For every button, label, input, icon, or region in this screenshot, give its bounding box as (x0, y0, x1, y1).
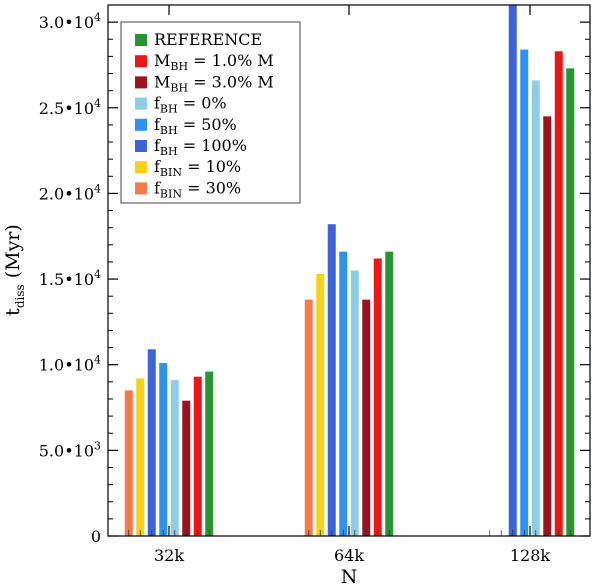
legend-label: fBH = 100% (154, 136, 247, 158)
bar (385, 251, 394, 536)
bar (566, 68, 575, 537)
legend-label: fBIN = 30% (154, 178, 241, 200)
bar (182, 400, 191, 536)
bar (362, 299, 371, 536)
y-tick-label: 2.0•104 (39, 182, 101, 203)
x-tick-label: 64k (334, 546, 364, 565)
legend-label: MBH = 3.0% M (154, 72, 274, 94)
legend-label: fBH = 50% (154, 115, 237, 137)
legend-item: fBIN = 30% (135, 178, 241, 200)
legend-swatch (135, 76, 147, 89)
legend-swatch (135, 118, 147, 131)
bar (124, 390, 133, 536)
bar (136, 378, 145, 536)
y-tick-label: 0 (91, 527, 101, 546)
series-1 (136, 273, 502, 536)
bar (508, 5, 517, 536)
x-tick-label: 128k (510, 546, 551, 565)
legend-swatch (135, 140, 147, 152)
legend-label: REFERENCE (154, 30, 262, 49)
legend-label: fBH = 0% (154, 94, 227, 116)
y-tick-label: 5.0•103 (39, 439, 101, 460)
legend-item: fBH = 100% (135, 136, 247, 158)
bar (543, 116, 552, 536)
series-3 (159, 49, 529, 536)
legend-box (120, 21, 301, 204)
axis-ticks: 0 5.0•103 1.0•104 1.5•104 2.0•104 2.5•104 3.0•… (39, 5, 590, 565)
legend-item: REFERENCE (135, 30, 262, 49)
bar (373, 258, 382, 536)
series-6 (193, 51, 563, 537)
bars-layer (124, 5, 575, 537)
y-tick-label: 1.0•104 (39, 354, 101, 375)
bar (304, 299, 313, 536)
series-4 (170, 80, 540, 537)
legend-item: fBH = 50% (135, 115, 237, 137)
legend-item: MBH = 1.0% M (135, 51, 274, 73)
bar (350, 270, 359, 536)
legend-swatch (135, 161, 147, 174)
bar (327, 224, 336, 536)
x-tick-label: 32k (154, 546, 184, 565)
bar (339, 251, 348, 536)
legend-swatch (135, 55, 147, 68)
bar (205, 371, 214, 536)
bar (531, 80, 540, 537)
y-tick-label: 1.5•104 (39, 268, 101, 289)
legend-item: fBH = 0% (135, 94, 227, 116)
y-tick-label: 2.5•104 (39, 97, 101, 118)
bar (193, 376, 202, 536)
bar (170, 380, 179, 536)
y-axis-label: tdiss (Myr) (2, 224, 27, 316)
legend-swatch (135, 97, 147, 110)
series-5 (182, 116, 552, 536)
legend-label: fBIN = 10% (154, 157, 241, 179)
bar (147, 349, 156, 536)
y-tick-label: 3.0•104 (39, 11, 101, 32)
legend-item: fBIN = 10% (135, 157, 241, 179)
bar (554, 51, 563, 537)
series-0 (124, 299, 491, 536)
series-7 (205, 68, 575, 537)
legend-label: MBH = 1.0% M (154, 51, 274, 73)
legend-item: MBH = 3.0% M (135, 72, 274, 94)
x-axis-label: N (341, 566, 358, 586)
bar (520, 49, 529, 536)
bar (159, 362, 168, 536)
bar (316, 273, 325, 536)
legend-swatch (135, 34, 147, 46)
legend-swatch (135, 182, 147, 195)
series-2 (147, 5, 517, 536)
